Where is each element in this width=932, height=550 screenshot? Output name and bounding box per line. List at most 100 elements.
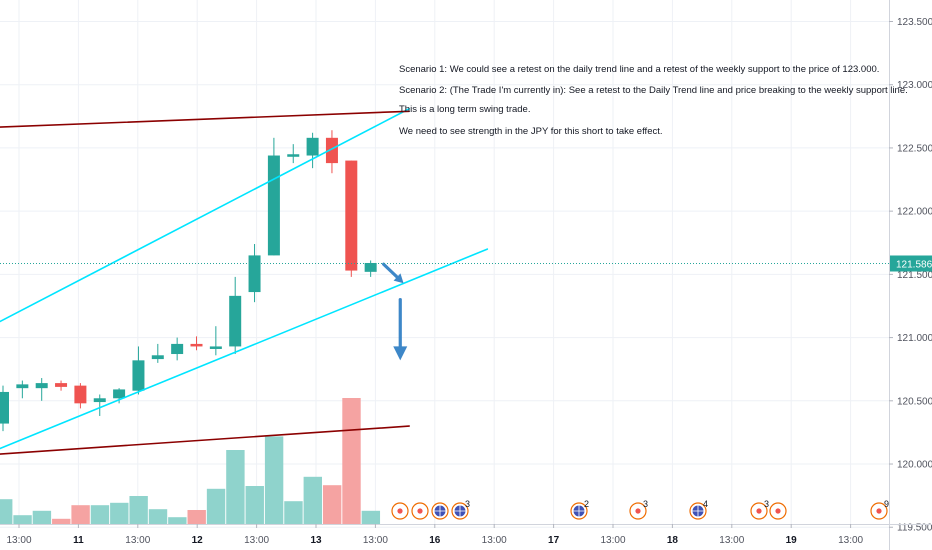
time-tick-label: 17 [548, 535, 560, 546]
volume-bar [90, 505, 110, 524]
time-tick-label: 13:00 [244, 535, 269, 546]
volume-bar [245, 486, 264, 524]
volume-bar [361, 510, 381, 524]
candle[interactable] [267, 137, 280, 256]
candle[interactable] [248, 244, 261, 303]
time-tick-label: 19 [786, 535, 798, 546]
time-tick-label: 18 [667, 535, 679, 546]
event-badge[interactable]: 9 [870, 499, 889, 520]
candle-body [287, 154, 300, 157]
candle[interactable] [209, 326, 222, 356]
arrow-shaft [382, 262, 399, 279]
time-tick-label: 13:00 [600, 535, 625, 546]
price-tick-label: 120.500 [897, 396, 932, 407]
candle[interactable] [325, 130, 338, 174]
candle[interactable] [345, 160, 358, 277]
event-dot-icon [876, 508, 882, 514]
candle[interactable] [364, 260, 377, 277]
candle[interactable] [0, 385, 9, 432]
candle[interactable] [306, 132, 319, 169]
event-badge[interactable] [431, 502, 449, 520]
badge-count: 3 [643, 499, 648, 509]
time-tick-label: 13:00 [363, 535, 388, 546]
current-price-label-bg [890, 255, 932, 272]
time-tick-label: 13:00 [125, 535, 150, 546]
candle[interactable] [151, 343, 164, 363]
candle[interactable] [287, 144, 300, 164]
down-arrow[interactable] [393, 298, 408, 361]
candles[interactable] [0, 130, 377, 432]
candle-body [209, 346, 222, 349]
diagonal-arrow[interactable] [382, 262, 404, 284]
arrow-head [393, 273, 404, 284]
badge-count: 3 [465, 499, 470, 509]
candle[interactable] [55, 380, 68, 391]
time-tick-label: 13:00 [482, 535, 507, 546]
annotation-line-1: Scenario 1: We could see a retest on the… [399, 64, 879, 75]
price-tick-label: 119.500 [897, 523, 932, 534]
candle[interactable] [190, 336, 203, 351]
volume-bar [148, 509, 168, 524]
candle-body [16, 384, 29, 389]
event-badge[interactable] [411, 502, 429, 520]
time-axis[interactable]: 13:00 11 13:00 12 13:00 13 13:00 16 13:00 17 13:00… [0, 524, 932, 546]
price-tick-label: 122.000 [897, 207, 932, 218]
volume-bar [168, 517, 187, 524]
arrows[interactable] [382, 262, 408, 361]
time-tick-label: 13:00 [6, 535, 31, 546]
trend-lines[interactable] [0, 107, 489, 455]
time-tick-label: 16 [429, 535, 441, 546]
current-price-label: 121.586 [896, 259, 932, 270]
candle[interactable] [35, 378, 48, 401]
lower-channel-line[interactable] [0, 248, 489, 455]
event-badge[interactable] [391, 502, 409, 520]
event-dot-icon [397, 508, 403, 514]
price-tick-label: 121.500 [897, 270, 932, 281]
globe-lines [434, 505, 446, 517]
event-badge[interactable] [769, 502, 787, 520]
price-tick-label: 123.000 [897, 80, 932, 91]
badge-count: 2 [584, 499, 589, 509]
candle-body [132, 360, 145, 391]
candle-body [0, 391, 9, 424]
upper-channel-line[interactable] [0, 107, 410, 330]
price-axis[interactable]: 123.500 123.000 122.500 122.000 121.500 121.0… [889, 0, 932, 550]
volume-bar [71, 505, 90, 524]
event-dot-icon [635, 508, 641, 514]
candle[interactable] [74, 383, 87, 409]
event-dot-icon [417, 508, 423, 514]
candle-body [74, 385, 87, 404]
candle-body [229, 295, 242, 347]
candle-body [35, 383, 48, 389]
time-tick-label: 13 [310, 535, 322, 546]
lower-support-line[interactable] [0, 425, 410, 455]
candle[interactable] [93, 394, 106, 416]
candle-body [267, 155, 280, 256]
annotation-text[interactable]: Scenario 1: We could see a retest on the… [399, 64, 908, 137]
candle[interactable] [113, 388, 126, 404]
price-tick-label: 120.000 [897, 460, 932, 471]
candle[interactable] [132, 346, 145, 395]
event-badge[interactable]: 2 [570, 499, 589, 520]
globe-lines [454, 505, 466, 517]
volume-bar [0, 499, 13, 524]
candle-body [248, 255, 261, 293]
arrow-head [393, 346, 408, 361]
candle-body [190, 343, 203, 347]
candle-body [113, 389, 126, 399]
time-tick-label: 12 [192, 535, 204, 546]
event-badge[interactable]: 3 [750, 499, 769, 520]
event-badge[interactable]: 3 [451, 499, 470, 520]
badge-count: 9 [884, 499, 889, 509]
upper-support-line[interactable] [0, 110, 410, 128]
badge-count: 3 [764, 499, 769, 509]
candle[interactable] [171, 337, 184, 361]
event-badge[interactable]: 4 [689, 499, 708, 520]
candle[interactable] [229, 276, 242, 355]
price-tick-label: 121.000 [897, 333, 932, 344]
candle-body [171, 343, 184, 355]
candle[interactable] [16, 380, 29, 399]
event-badges[interactable]: 3 2 3 4 3 9 [391, 499, 889, 520]
event-badge[interactable]: 3 [629, 499, 648, 520]
